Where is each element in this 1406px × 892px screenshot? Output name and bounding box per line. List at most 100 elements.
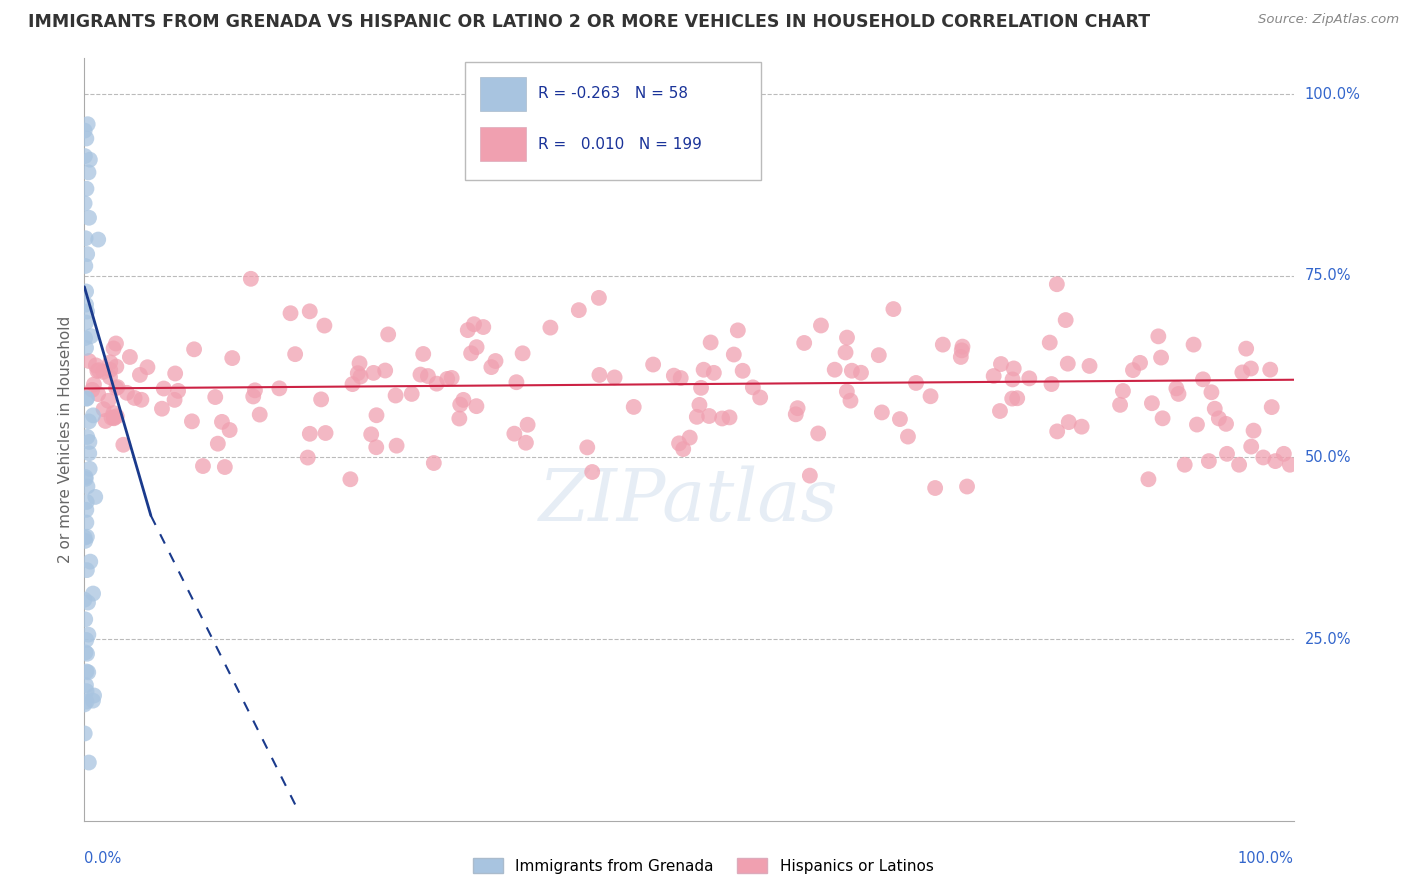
Point: [77, 211, 100, 225]
Point: [1166, 381, 1188, 395]
Point: [280, 306, 302, 320]
Point: [1253, 450, 1275, 465]
Point: [183, 343, 205, 357]
Point: [76, 392, 98, 406]
Point: [990, 357, 1012, 371]
Point: [1039, 335, 1062, 350]
Point: [1198, 454, 1220, 468]
Point: [83, 689, 105, 703]
Point: [118, 350, 141, 364]
Point: [576, 441, 599, 455]
Point: [950, 343, 973, 358]
Point: [1150, 351, 1173, 365]
Text: 100.0%: 100.0%: [1305, 87, 1361, 102]
Point: [124, 391, 146, 405]
Point: [440, 371, 463, 385]
Point: [79, 555, 101, 569]
Point: [718, 410, 741, 425]
Point: [342, 377, 364, 392]
Point: [690, 381, 713, 395]
Point: [242, 389, 264, 403]
Point: [76, 479, 98, 493]
Point: [423, 456, 446, 470]
Point: [75, 131, 97, 145]
Point: [75, 341, 97, 355]
Point: [1054, 313, 1077, 327]
Point: [952, 340, 974, 354]
Point: [1272, 447, 1295, 461]
Point: [672, 442, 695, 456]
Point: [76, 695, 98, 709]
Point: [269, 381, 291, 395]
Point: [315, 425, 337, 440]
Point: [77, 446, 100, 460]
Point: [449, 411, 471, 425]
Point: [465, 340, 488, 354]
Point: [1040, 377, 1063, 392]
Point: [484, 354, 506, 368]
Point: [73, 726, 96, 740]
FancyBboxPatch shape: [465, 62, 762, 180]
Point: [807, 426, 830, 441]
Point: [309, 392, 332, 407]
Point: [703, 366, 725, 380]
Point: [79, 434, 101, 449]
Point: [472, 320, 495, 334]
Point: [377, 327, 399, 342]
Point: [86, 364, 108, 378]
Point: [786, 401, 808, 416]
Point: [297, 450, 319, 465]
Point: [249, 408, 271, 422]
Point: [727, 323, 749, 337]
Point: [163, 392, 186, 407]
Point: [839, 393, 862, 408]
Point: [1078, 359, 1101, 373]
Point: [1227, 458, 1250, 472]
Point: [1182, 337, 1205, 351]
Point: [77, 414, 100, 428]
Point: [98, 363, 121, 377]
Point: [505, 375, 527, 389]
Point: [643, 358, 665, 372]
Point: [76, 495, 98, 509]
Point: [688, 398, 710, 412]
Point: [82, 383, 104, 397]
Text: 0.0%: 0.0%: [84, 851, 121, 866]
Point: [103, 411, 125, 425]
Point: [988, 404, 1011, 418]
Point: [75, 533, 97, 548]
Text: 50.0%: 50.0%: [1305, 450, 1351, 465]
Point: [136, 360, 159, 375]
Point: [82, 586, 104, 600]
Point: [76, 530, 98, 544]
Point: [75, 678, 97, 692]
Point: [77, 596, 100, 610]
Point: [107, 380, 129, 394]
Point: [115, 385, 138, 400]
Point: [131, 392, 153, 407]
Point: [73, 196, 96, 211]
Point: [835, 384, 858, 399]
Point: [75, 516, 97, 530]
Point: [346, 366, 368, 380]
Point: [956, 479, 979, 493]
Point: [793, 335, 815, 350]
Bar: [479, 77, 526, 111]
Point: [214, 460, 236, 475]
Point: [76, 304, 98, 318]
Point: [384, 388, 406, 402]
Point: [314, 318, 336, 333]
Point: [749, 391, 772, 405]
Point: [77, 627, 100, 641]
Point: [1005, 391, 1028, 405]
Point: [924, 481, 946, 495]
Point: [79, 462, 101, 476]
Point: [191, 458, 214, 473]
Point: [1112, 384, 1135, 398]
Point: [218, 423, 240, 437]
Point: [723, 347, 745, 361]
Point: [1243, 424, 1265, 438]
Point: [93, 402, 115, 417]
Point: [181, 414, 204, 428]
Point: [211, 415, 233, 429]
